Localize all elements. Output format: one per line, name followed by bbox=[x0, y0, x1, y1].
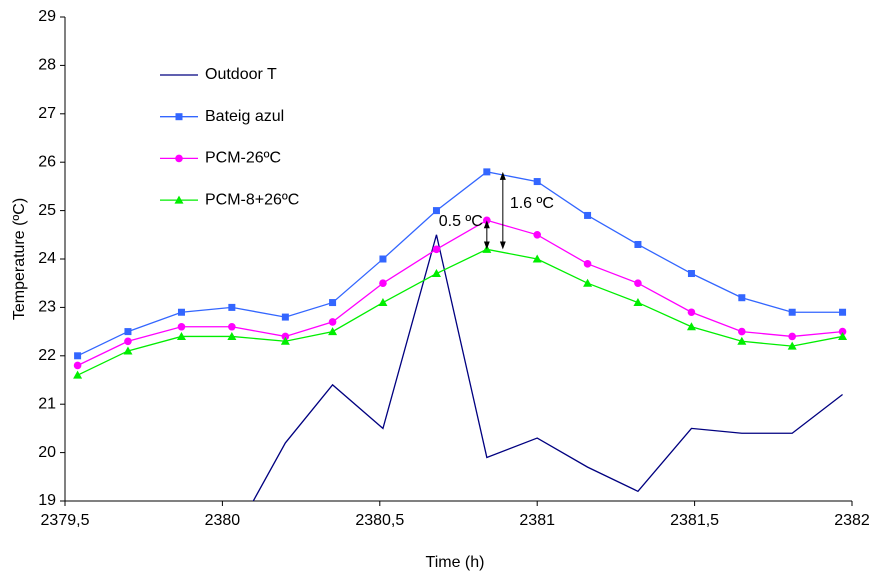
y-tick-label: 19 bbox=[38, 492, 56, 509]
marker-circle bbox=[177, 322, 186, 331]
marker-square bbox=[432, 207, 440, 215]
marker-square bbox=[839, 308, 847, 316]
legend-label: Bateig azul bbox=[205, 108, 284, 125]
marker-triangle bbox=[123, 346, 133, 355]
marker-triangle bbox=[174, 195, 184, 204]
marker-square bbox=[177, 308, 185, 316]
y-tick-label: 22 bbox=[38, 347, 56, 364]
marker-square bbox=[228, 303, 236, 311]
x-tick-label: 2380 bbox=[205, 512, 241, 529]
marker-circle bbox=[73, 361, 82, 370]
marker-square bbox=[687, 270, 695, 278]
marker-triangle bbox=[838, 331, 848, 340]
marker-triangle bbox=[686, 322, 696, 331]
marker-triangle bbox=[431, 269, 441, 278]
y-tick-label: 28 bbox=[38, 57, 56, 74]
y-tick-label: 20 bbox=[38, 444, 56, 461]
marker-triangle bbox=[482, 244, 492, 253]
marker-circle bbox=[634, 279, 642, 288]
marker-triangle bbox=[633, 298, 643, 307]
legend-label: PCM-8+26ºC bbox=[205, 191, 299, 208]
x-tick-label: 2379,5 bbox=[41, 512, 90, 529]
marker-triangle bbox=[378, 298, 388, 307]
marker-circle bbox=[533, 231, 541, 239]
marker-triangle bbox=[176, 331, 186, 340]
y-axis-label: Temperature (ºC) bbox=[11, 198, 28, 320]
marker-square bbox=[738, 294, 746, 302]
series-line bbox=[77, 171, 843, 357]
marker-triangle bbox=[73, 370, 83, 379]
annotation: 0.5 ºC bbox=[439, 213, 483, 230]
legend-label: Outdoor T bbox=[205, 66, 277, 83]
x-tick-label: 2380,5 bbox=[355, 512, 404, 529]
series-line bbox=[77, 219, 843, 367]
marker-circle bbox=[738, 327, 746, 336]
marker-circle bbox=[228, 322, 236, 331]
marker-circle bbox=[838, 327, 847, 336]
annotation: 1.6 ºC bbox=[510, 195, 554, 212]
marker-square bbox=[124, 328, 132, 336]
marker-square bbox=[788, 308, 796, 316]
marker-square bbox=[533, 178, 541, 186]
y-tick-label: 26 bbox=[38, 153, 56, 170]
marker-triangle bbox=[532, 254, 542, 263]
marker-square bbox=[329, 299, 337, 307]
x-tick-label: 2382 bbox=[834, 512, 870, 529]
y-tick-label: 23 bbox=[38, 299, 56, 316]
marker-square bbox=[281, 313, 289, 321]
marker-triangle bbox=[328, 327, 338, 336]
marker-circle bbox=[281, 332, 290, 341]
series-line bbox=[252, 234, 843, 501]
marker-triangle bbox=[227, 331, 237, 340]
series-line bbox=[77, 248, 843, 376]
x-axis-label: Time (h) bbox=[426, 554, 485, 571]
marker-circle bbox=[124, 337, 132, 346]
marker-triangle bbox=[737, 336, 747, 345]
marker-circle bbox=[379, 279, 387, 288]
marker-square bbox=[74, 352, 82, 360]
marker-square bbox=[483, 168, 491, 176]
y-tick-label: 21 bbox=[38, 395, 56, 412]
marker-circle bbox=[328, 318, 337, 326]
marker-triangle bbox=[280, 336, 290, 345]
y-tick-label: 24 bbox=[38, 250, 56, 267]
y-tick-label: 29 bbox=[38, 8, 56, 25]
marker-square bbox=[175, 113, 183, 121]
x-tick-label: 2381 bbox=[519, 512, 555, 529]
y-tick-label: 27 bbox=[38, 105, 56, 122]
legend-label: PCM-26ºC bbox=[205, 150, 281, 167]
marker-circle bbox=[432, 245, 441, 254]
y-tick-label: 25 bbox=[38, 202, 56, 219]
plot-area bbox=[73, 168, 848, 501]
marker-circle bbox=[788, 332, 796, 341]
marker-circle bbox=[687, 308, 696, 317]
marker-square bbox=[634, 240, 642, 248]
marker-circle bbox=[483, 216, 491, 225]
marker-circle bbox=[583, 260, 592, 268]
marker-square bbox=[584, 211, 592, 219]
marker-square bbox=[379, 255, 387, 263]
x-tick-label: 2381,5 bbox=[670, 512, 719, 529]
marker-triangle bbox=[787, 341, 797, 350]
marker-circle bbox=[175, 154, 183, 163]
marker-triangle bbox=[583, 278, 593, 287]
